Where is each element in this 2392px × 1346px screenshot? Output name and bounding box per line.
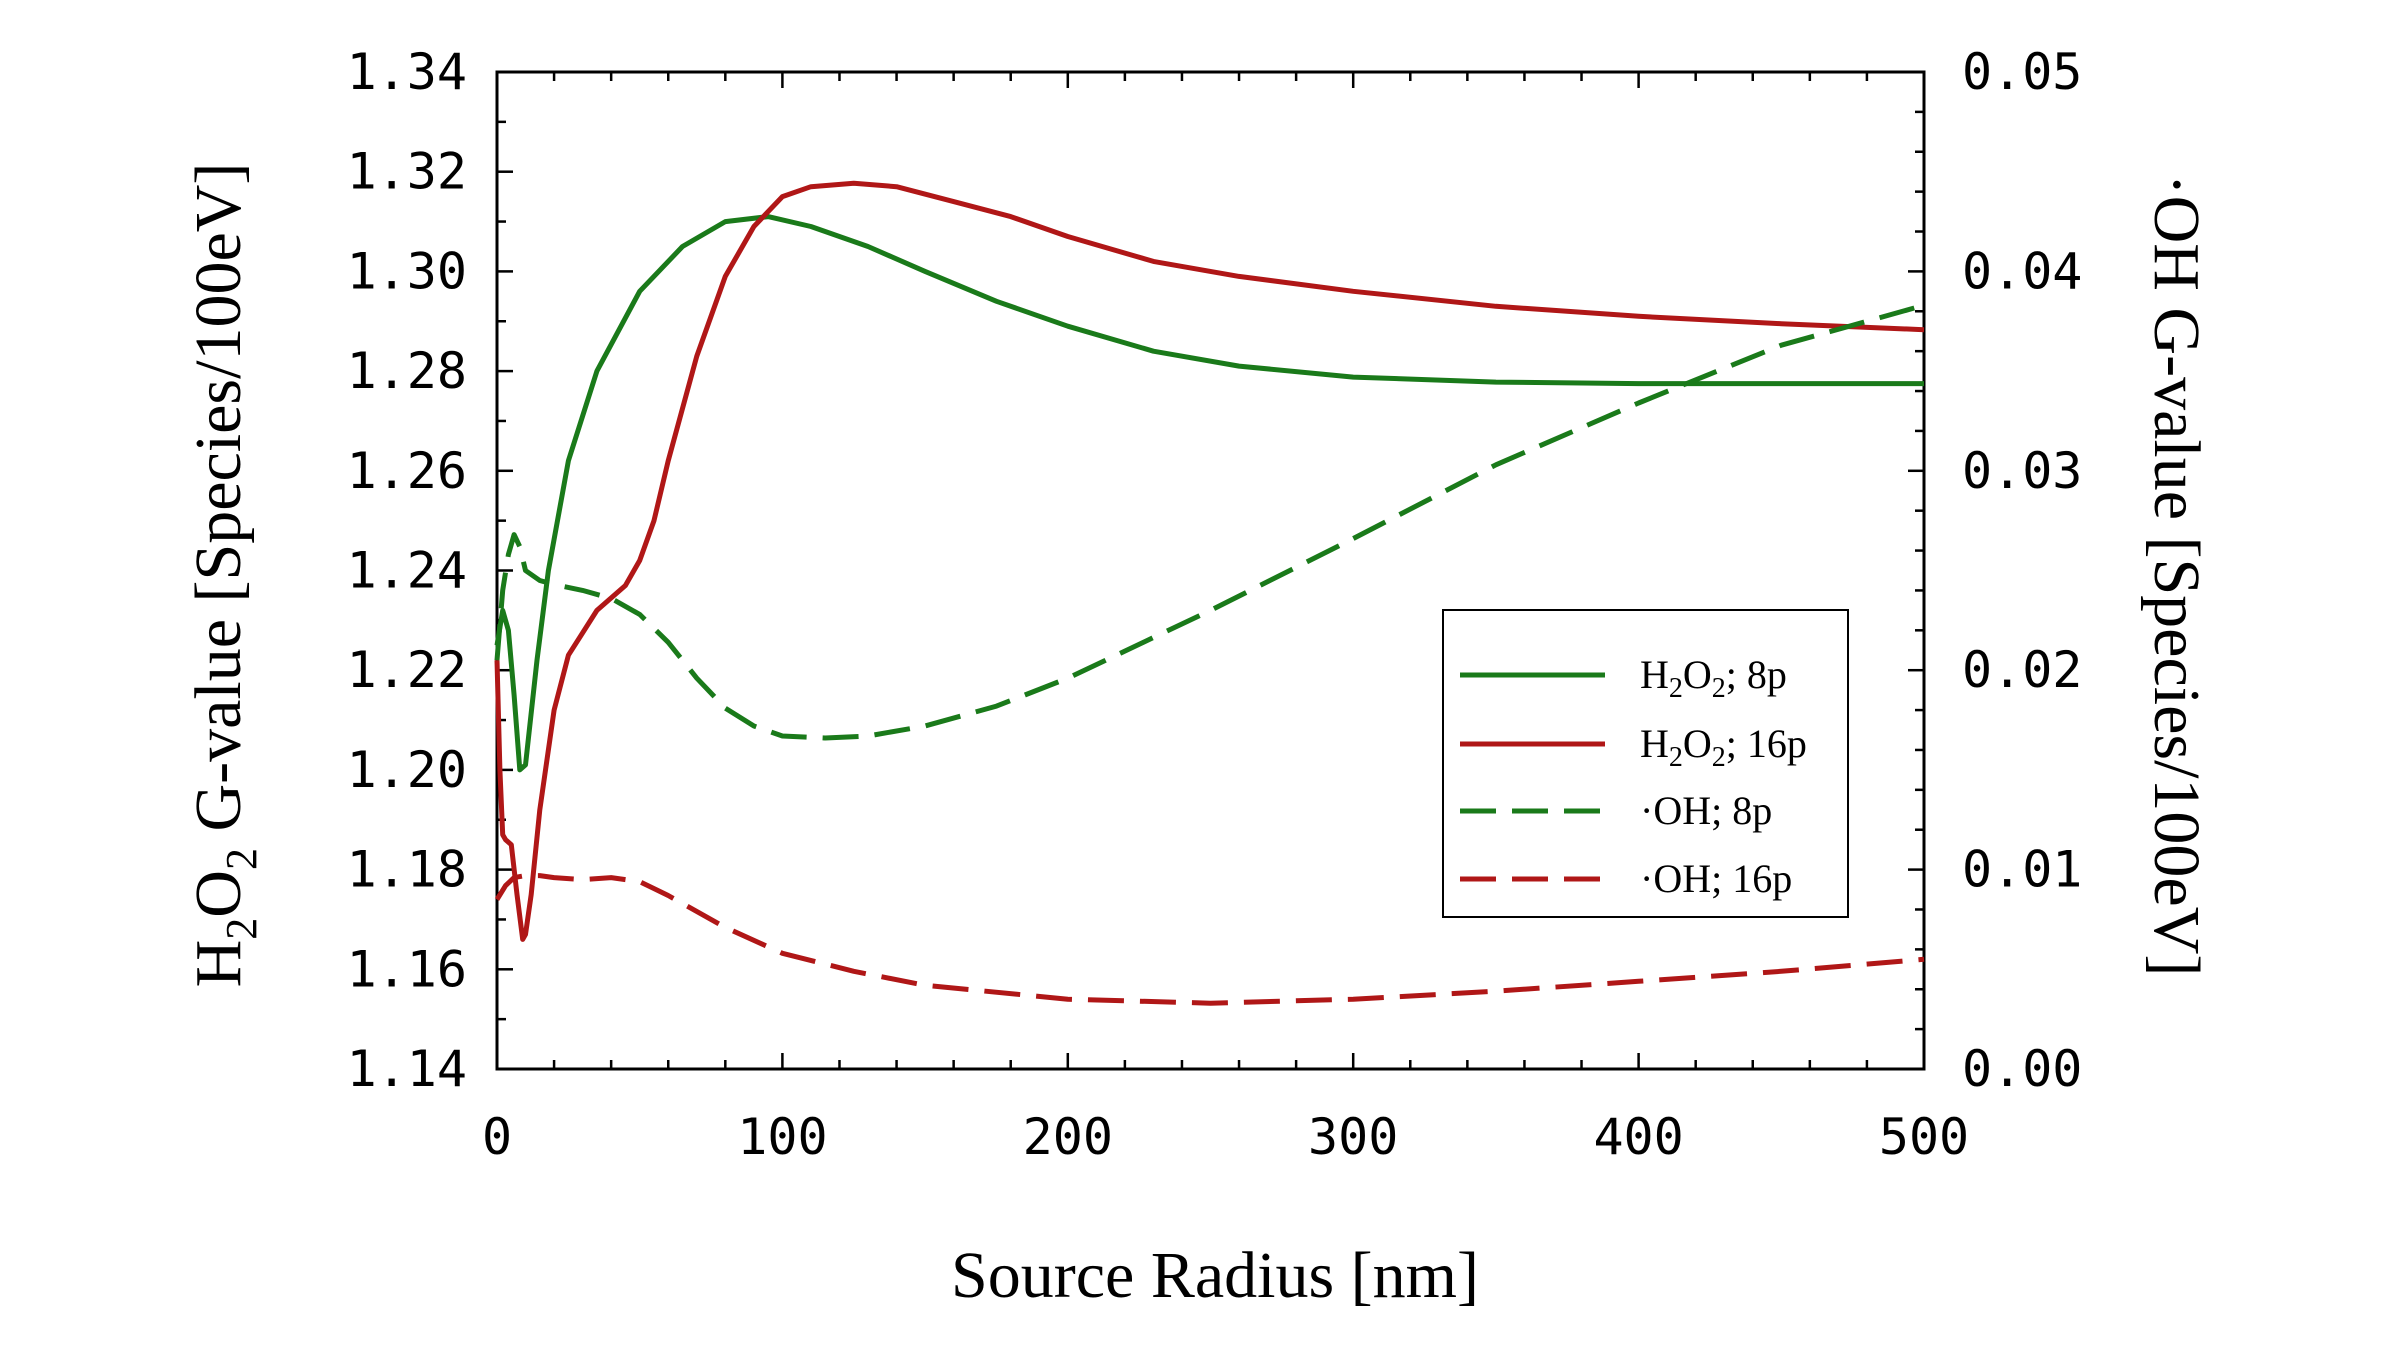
y-axis-title-rest: G-value [Species/100eV] xyxy=(182,163,255,848)
y-axis-title-o: O xyxy=(182,870,255,918)
legend-label-oh-8p: ·OH; 8p xyxy=(1640,788,1772,833)
x-tick-label: 200 xyxy=(1023,1108,1113,1166)
y2-tick-label: 0.04 xyxy=(1962,242,2082,300)
y-tick-label: 1.18 xyxy=(347,841,467,899)
y-axis-title-h: H xyxy=(182,940,255,988)
y-tick-label: 1.20 xyxy=(347,741,467,799)
series-line-1 xyxy=(494,180,1925,942)
y2-tick-label: 0.02 xyxy=(1962,641,2082,699)
y-tick-label: 1.32 xyxy=(347,143,467,201)
y-tick-label: 1.26 xyxy=(347,442,467,500)
y2-axis-title: ·OH G-value [Species/100eV] xyxy=(2140,174,2213,977)
legend-box xyxy=(1442,609,1849,918)
legend: H2O2; 8p H2O2; 16p ·OH; 8p ·OH; 16p xyxy=(1442,609,1849,918)
legend-label-oh-16p: ·OH; 16p xyxy=(1640,856,1792,901)
y2-tick-label: 0.00 xyxy=(1962,1040,2082,1098)
legend-label-h2o2-16p: H2O2; 16p xyxy=(1640,721,1807,773)
x-tick-label: 300 xyxy=(1308,1108,1398,1166)
y2-tick-label: 0.01 xyxy=(1962,841,2082,899)
y2-tick-label: 0.05 xyxy=(1962,43,2082,101)
y-tick-label: 1.16 xyxy=(347,940,467,998)
y-axis-title-sub2: 2 xyxy=(217,848,266,870)
y2-axis-title-rest: OH G-value [Species/100eV] xyxy=(2140,196,2213,977)
series-group xyxy=(494,180,1925,1006)
legend-label-h2o2-8p: H2O2; 8p xyxy=(1640,652,1787,704)
x-tick-label: 0 xyxy=(482,1108,512,1166)
y-tick-label: 1.34 xyxy=(347,43,467,101)
y-tick-label: 1.22 xyxy=(347,641,467,699)
x-tick-label: 100 xyxy=(737,1108,827,1166)
y-tick-label: 1.14 xyxy=(347,1040,467,1098)
y-tick-label: 1.28 xyxy=(347,342,467,400)
series-line-0 xyxy=(494,214,1924,773)
y-axis-title: H2O2 G-value [Species/100eV] xyxy=(182,163,266,988)
right-y-tick-labels: 0.00 0.01 0.02 0.03 0.04 0.05 xyxy=(1962,43,2082,1098)
x-axis-title: Source Radius [nm] xyxy=(951,1239,1479,1312)
y2-tick-label: 0.03 xyxy=(1962,442,2082,500)
y-tick-label: 1.30 xyxy=(347,242,467,300)
x-tick-label: 500 xyxy=(1879,1108,1969,1166)
x-tick-labels: 0 100 200 300 400 500 xyxy=(482,1108,1969,1166)
y-tick-label: 1.24 xyxy=(347,542,467,600)
y-axis-title-sub1: 2 xyxy=(217,918,266,940)
left-y-tick-labels: 1.14 1.16 1.18 1.20 1.22 1.24 1.26 1.28 1.30 1.32… xyxy=(347,43,467,1098)
y2-axis-title-dot: · xyxy=(2140,174,2213,196)
x-tick-label: 400 xyxy=(1593,1108,1683,1166)
